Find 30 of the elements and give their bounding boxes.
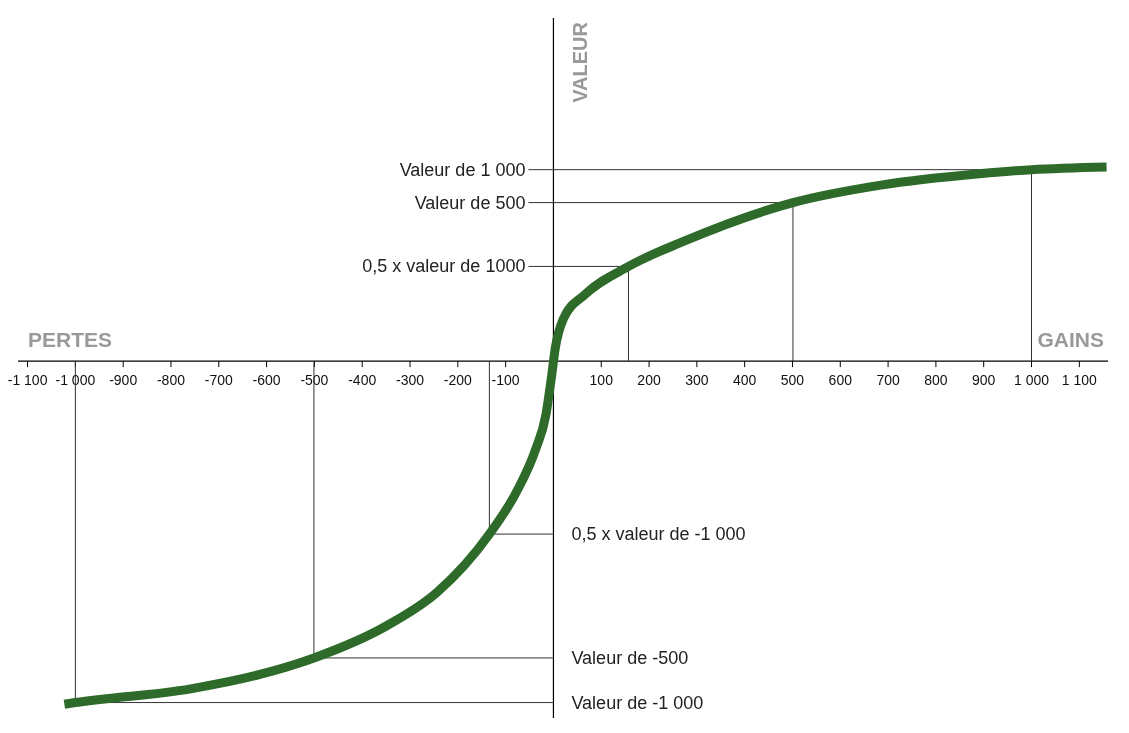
x-tick-label: 1 000 bbox=[1013, 372, 1050, 389]
x-tick-label: -400 bbox=[348, 372, 377, 389]
x-tick-label: 900 bbox=[972, 372, 996, 389]
ref-line-label: Valeur de -500 bbox=[571, 647, 689, 668]
x-tick-label: 300 bbox=[685, 372, 709, 389]
annotation: GAINS bbox=[1037, 328, 1104, 352]
x-tick-label: -800 bbox=[156, 372, 186, 389]
ref-line-label: 0,5 x valeur de -1 000 bbox=[571, 524, 746, 545]
x-tick-label: -300 bbox=[396, 372, 425, 389]
x-tick-label: -1 100 bbox=[7, 372, 48, 389]
x-tick-label: -200 bbox=[443, 372, 473, 389]
annotation: PERTES bbox=[28, 328, 113, 352]
y-axis-title: VALEUR bbox=[569, 21, 592, 103]
x-tick-label: -900 bbox=[109, 372, 138, 389]
x-tick-label: 200 bbox=[637, 372, 661, 389]
x-tick-label: 100 bbox=[589, 372, 614, 389]
ref-line-label: Valeur de -1 000 bbox=[571, 692, 704, 713]
x-tick-label: 400 bbox=[732, 372, 757, 389]
ref-line-label: 0,5 x valeur de 1000 bbox=[362, 256, 526, 277]
x-tick-label: 500 bbox=[780, 372, 805, 389]
x-tick-label: -100 bbox=[491, 372, 520, 389]
x-tick-label: -700 bbox=[204, 372, 234, 389]
x-tick-label: -500 bbox=[300, 372, 329, 389]
ref-line-label: Valeur de 500 bbox=[414, 192, 526, 213]
x-tick-label: 700 bbox=[876, 372, 900, 389]
x-tick-label: 1 100 bbox=[1061, 372, 1098, 389]
x-tick-label: -600 bbox=[252, 372, 281, 389]
x-tick-label: 800 bbox=[924, 372, 948, 389]
x-tick-label: 600 bbox=[828, 372, 853, 389]
ref-line-label: Valeur de 1 000 bbox=[399, 159, 526, 180]
